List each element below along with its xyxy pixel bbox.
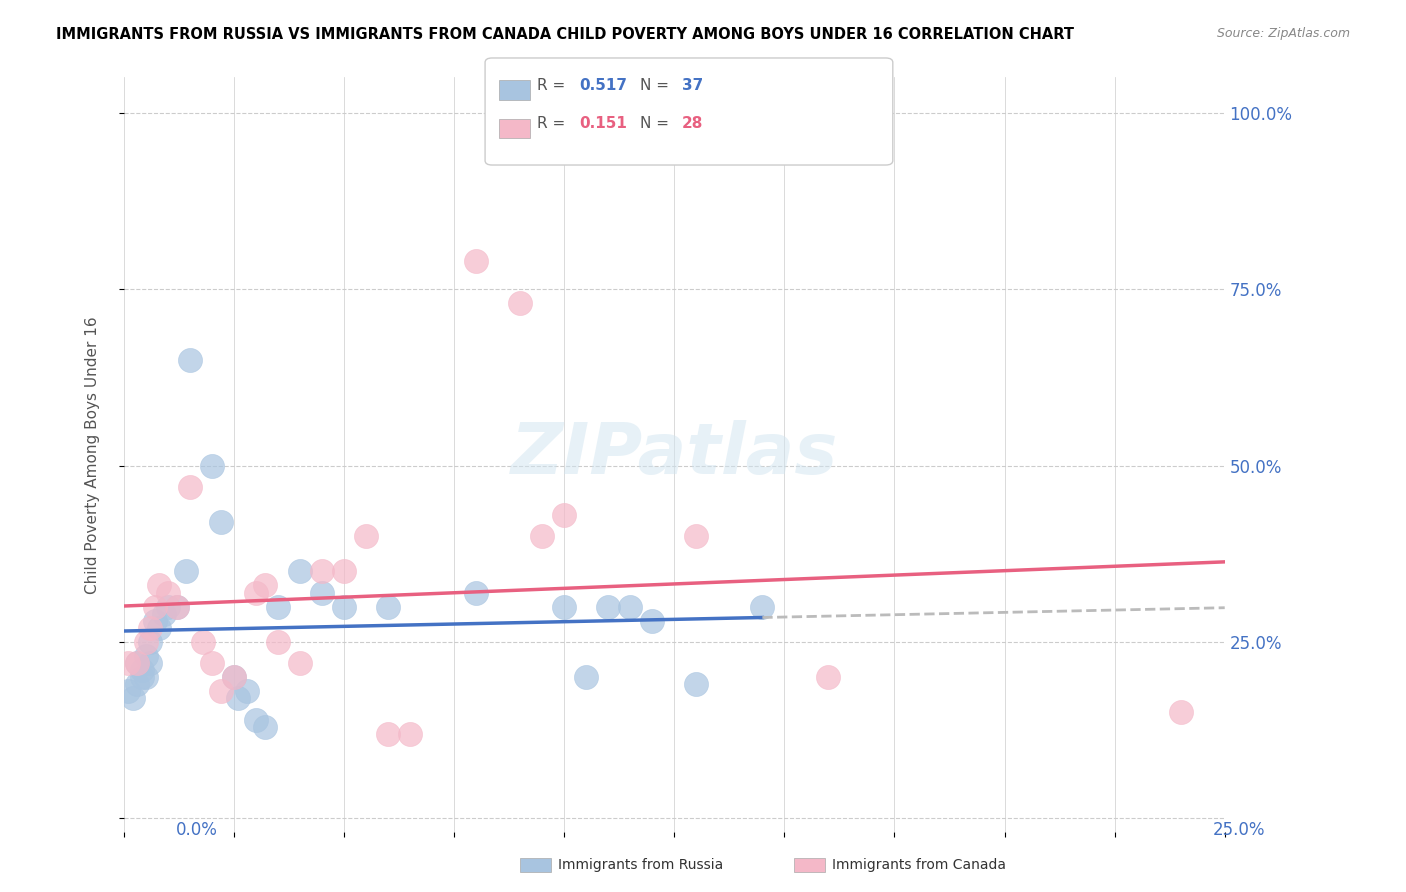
Point	[619, 599, 641, 614]
Point	[245, 585, 267, 599]
Text: N =: N =	[640, 116, 673, 131]
Point	[131, 670, 153, 684]
Point	[148, 578, 170, 592]
Point	[139, 635, 162, 649]
Point	[209, 684, 232, 698]
Point	[288, 656, 311, 670]
Point	[156, 585, 179, 599]
Point	[222, 670, 245, 684]
Point	[553, 599, 575, 614]
Point	[333, 599, 356, 614]
Point	[117, 656, 139, 670]
Point	[465, 253, 488, 268]
Point	[377, 599, 399, 614]
Text: 0.0%: 0.0%	[176, 821, 218, 838]
Point	[174, 565, 197, 579]
Point	[685, 529, 707, 543]
Point	[127, 656, 149, 670]
Point	[139, 656, 162, 670]
Point	[201, 458, 224, 473]
Point	[139, 621, 162, 635]
Text: R =: R =	[537, 78, 571, 94]
Text: Source: ZipAtlas.com: Source: ZipAtlas.com	[1216, 27, 1350, 40]
Point	[267, 635, 290, 649]
Text: 0.151: 0.151	[579, 116, 627, 131]
Point	[166, 599, 188, 614]
Point	[156, 599, 179, 614]
Point	[127, 656, 149, 670]
Point	[135, 635, 157, 649]
Point	[399, 726, 422, 740]
Point	[143, 614, 166, 628]
Point	[135, 670, 157, 684]
Point	[311, 585, 333, 599]
Point	[245, 713, 267, 727]
Point	[209, 515, 232, 529]
Point	[641, 614, 664, 628]
Point	[228, 691, 250, 706]
Text: 0.517: 0.517	[579, 78, 627, 94]
Point	[553, 508, 575, 522]
Point	[311, 565, 333, 579]
Point	[121, 691, 143, 706]
Point	[166, 599, 188, 614]
Point	[354, 529, 377, 543]
Point	[509, 296, 531, 310]
Text: R =: R =	[537, 116, 571, 131]
Point	[1170, 706, 1192, 720]
Point	[598, 599, 620, 614]
Point	[377, 726, 399, 740]
Text: N =: N =	[640, 78, 673, 94]
Point	[751, 599, 773, 614]
Point	[253, 720, 276, 734]
Text: 25.0%: 25.0%	[1213, 821, 1265, 838]
Point	[201, 656, 224, 670]
Text: 37: 37	[682, 78, 703, 94]
Point	[179, 352, 201, 367]
Point	[465, 585, 488, 599]
Point	[333, 565, 356, 579]
Point	[288, 565, 311, 579]
Point	[817, 670, 839, 684]
Point	[267, 599, 290, 614]
Point	[575, 670, 598, 684]
Point	[193, 635, 215, 649]
Point	[685, 677, 707, 691]
Point	[152, 607, 174, 621]
Point	[135, 648, 157, 663]
Point	[117, 684, 139, 698]
Text: ZIPatlas: ZIPatlas	[510, 420, 838, 490]
Text: IMMIGRANTS FROM RUSSIA VS IMMIGRANTS FROM CANADA CHILD POVERTY AMONG BOYS UNDER : IMMIGRANTS FROM RUSSIA VS IMMIGRANTS FRO…	[56, 27, 1074, 42]
Point	[179, 480, 201, 494]
Point	[143, 599, 166, 614]
Point	[127, 677, 149, 691]
Point	[531, 529, 554, 543]
Text: 28: 28	[682, 116, 703, 131]
Point	[236, 684, 259, 698]
Point	[131, 663, 153, 677]
Text: Immigrants from Russia: Immigrants from Russia	[558, 858, 724, 872]
Text: Immigrants from Canada: Immigrants from Canada	[832, 858, 1007, 872]
Point	[253, 578, 276, 592]
Point	[222, 670, 245, 684]
Point	[148, 621, 170, 635]
Y-axis label: Child Poverty Among Boys Under 16: Child Poverty Among Boys Under 16	[86, 316, 100, 594]
